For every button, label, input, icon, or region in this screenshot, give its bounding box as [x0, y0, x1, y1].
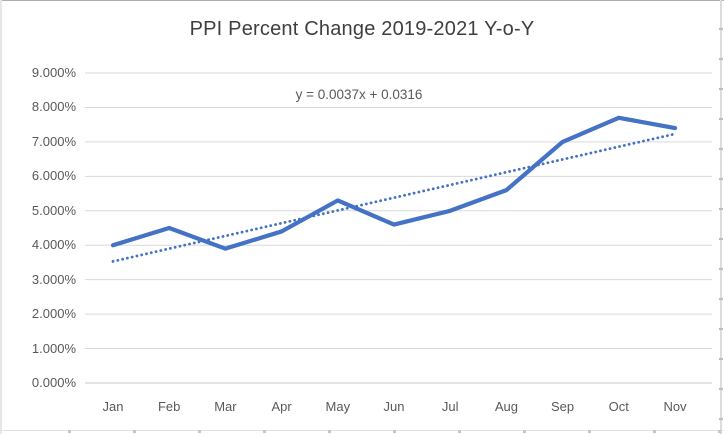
row-gridline-stub: [719, 28, 723, 30]
column-gridline-stub: [68, 430, 71, 433]
series-line-ppi[interactable]: [110, 115, 678, 251]
column-gridline-stub: [523, 430, 526, 433]
column-gridline-stub: [328, 430, 331, 433]
row-gridline-stub: [719, 268, 723, 270]
column-gridline-stub: [198, 430, 201, 433]
x-tick-label: Apr: [271, 399, 292, 414]
y-tick-label: 6.000%: [31, 168, 76, 184]
row-gridline-stub: [719, 58, 723, 60]
row-gridline-stub: [719, 118, 723, 120]
y-tick-label: 4.000%: [31, 237, 76, 253]
row-gridline-stub: [719, 178, 723, 180]
row-gridline-stub: [719, 238, 723, 240]
x-tick-label: May: [325, 399, 351, 414]
column-gridline-stub: [263, 430, 266, 433]
row-gridline-stub: [719, 298, 723, 300]
y-tick-label: 9.000%: [31, 65, 76, 80]
row-gridline-stub: [719, 148, 723, 150]
trendline: [111, 132, 677, 263]
x-tick-label: Mar: [214, 399, 237, 414]
y-tick-label: 3.000%: [31, 271, 76, 287]
frame-right-border: [720, 0, 722, 434]
y-tick-label: 0.000%: [31, 375, 76, 390]
y-tick-label: 5.000%: [31, 202, 76, 218]
row-gridline-stub: [719, 208, 723, 210]
x-tick-label: Nov: [663, 399, 687, 414]
y-tick-label: 8.000%: [31, 99, 76, 115]
frame-bottom-border: [0, 430, 724, 431]
column-gridline-stub: [393, 430, 396, 433]
frame-left-border: [0, 0, 2, 434]
x-tick-label: Feb: [157, 399, 181, 414]
row-gridline-stub: [719, 388, 723, 390]
row-gridline-stub: [719, 328, 723, 330]
x-tick-label: Jan: [102, 399, 124, 414]
x-tick-label: Jun: [383, 399, 405, 414]
x-tick-label: Sep: [551, 399, 575, 414]
column-gridline-stub: [588, 430, 591, 433]
x-tick-label: Jul: [441, 399, 459, 414]
row-gridline-stub: [719, 88, 723, 90]
y-tick-label: 1.000%: [31, 340, 76, 356]
frame-top-border: [0, 0, 724, 1]
column-gridline-stub: [458, 430, 461, 433]
chart-title: PPI Percent Change 2019-2021 Y-o-Y: [189, 18, 535, 40]
column-gridline-stub: [718, 430, 721, 433]
row-gridline-stub: [719, 358, 723, 360]
x-tick-label: Aug: [494, 399, 518, 414]
x-tick-label: Oct: [608, 399, 629, 414]
column-gridline-stub: [133, 430, 136, 433]
y-tick-label: 7.000%: [31, 133, 76, 149]
trendline-equation-label: y = 0.0037x + 0.0316: [295, 87, 423, 102]
y-tick-label: 2.000%: [31, 306, 76, 322]
row-gridline-stub: [719, 418, 723, 420]
column-gridline-stub: [653, 430, 656, 433]
